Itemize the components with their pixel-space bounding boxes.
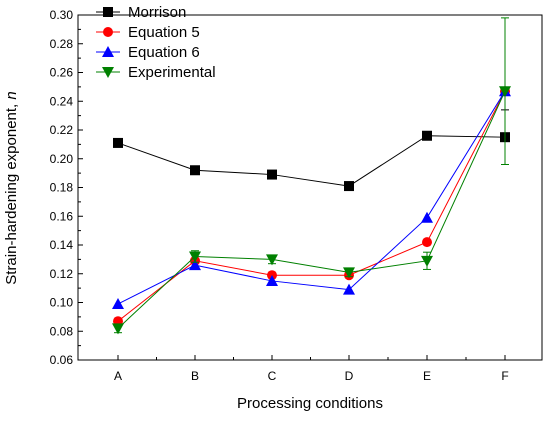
x-tick-label: D — [345, 369, 354, 383]
legend-label: Experimental — [128, 64, 216, 81]
legend-label: Equation 6 — [128, 44, 200, 61]
data-point — [266, 274, 278, 286]
y-axis-ticks: 0.06 0.08 0.10 0.12 0.14 0.16 0.18 0.20 0.22 0.24… — [50, 8, 83, 367]
y-tick-label: 0.14 — [50, 238, 74, 252]
y-axis-label-symbol: n — [3, 91, 20, 99]
series-equation-6 — [112, 85, 511, 309]
data-point — [344, 181, 354, 192]
y-tick-label: 0.30 — [50, 8, 74, 22]
series-experimental — [112, 17, 511, 335]
y-axis-label-text: Strain-hardening exponent, — [3, 100, 20, 285]
data-point — [421, 255, 433, 267]
y-tick-label: 0.26 — [50, 66, 74, 80]
data-point — [112, 323, 124, 335]
data-point — [422, 130, 432, 141]
y-tick-label: 0.12 — [50, 267, 74, 281]
data-point — [266, 254, 278, 266]
data-point — [189, 251, 201, 263]
legend-entry: Equation 5 — [96, 24, 200, 41]
y-tick-label: 0.22 — [50, 123, 74, 137]
data-point — [267, 169, 277, 180]
data-point — [422, 237, 432, 248]
y-tick-label: 0.18 — [50, 181, 74, 195]
legend-marker — [102, 67, 114, 78]
legend-marker — [103, 7, 113, 17]
data-point — [499, 86, 511, 98]
x-tick-label: E — [423, 369, 431, 383]
legend-entry: Morrison — [96, 4, 186, 21]
legend: Morrison Equation 5 Equation 6 Experimental — [96, 4, 216, 81]
series-line — [117, 90, 506, 329]
y-tick-label: 0.16 — [50, 209, 74, 223]
legend-marker — [103, 27, 113, 37]
y-tick-label: 0.20 — [50, 152, 74, 166]
x-axis-ticks: A B C D E F — [114, 355, 509, 383]
data-point — [189, 259, 201, 271]
data-point — [112, 297, 124, 309]
series-line — [117, 90, 506, 322]
x-tick-label: C — [268, 369, 277, 383]
legend-label: Morrison — [128, 4, 186, 21]
data-point — [421, 211, 433, 223]
legend-entry: Experimental — [96, 64, 216, 81]
series-line — [117, 135, 506, 187]
y-tick-label: 0.08 — [50, 324, 74, 338]
series-line — [117, 90, 506, 305]
data-point — [190, 165, 200, 176]
y-tick-label: 0.06 — [50, 353, 74, 367]
legend-label: Equation 5 — [128, 24, 200, 41]
y-tick-label: 0.28 — [50, 37, 74, 51]
x-axis-label: Processing conditions — [237, 395, 383, 412]
data-point — [113, 137, 123, 148]
y-tick-label: 0.10 — [50, 296, 74, 310]
data-point — [343, 267, 355, 279]
series-layer — [112, 17, 511, 335]
y-tick-label: 0.24 — [50, 94, 74, 108]
legend-marker — [102, 46, 114, 57]
x-tick-label: A — [114, 369, 122, 383]
legend-entry: Equation 6 — [96, 44, 200, 61]
data-point — [343, 283, 355, 295]
x-tick-label: B — [191, 369, 199, 383]
x-tick-label: F — [501, 369, 508, 383]
y-axis-label: Strain-hardening exponent, n — [3, 91, 20, 284]
series-equation-5 — [113, 86, 510, 327]
